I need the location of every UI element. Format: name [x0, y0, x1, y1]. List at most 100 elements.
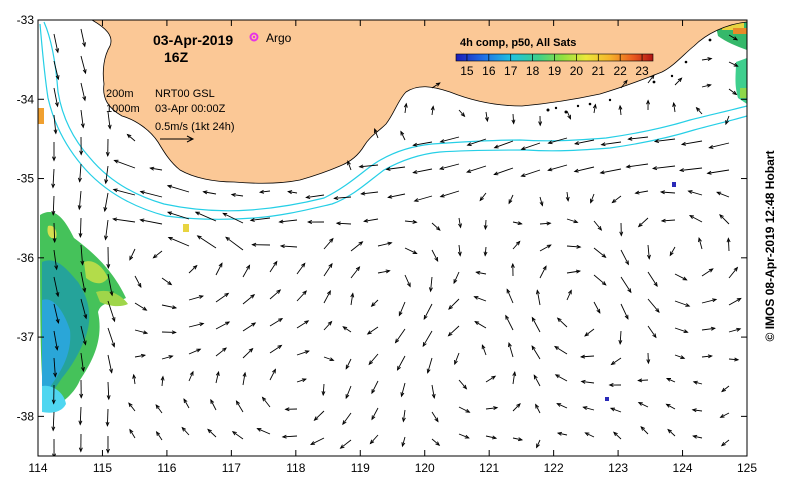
current-arrow — [385, 166, 406, 171]
current-arrow — [512, 240, 521, 250]
current-arrow — [207, 428, 217, 438]
current-arrow — [134, 353, 147, 358]
current-arrow — [210, 398, 217, 411]
current-arrow — [284, 407, 298, 412]
vector-scale-arrow — [160, 135, 195, 143]
current-arrow — [565, 191, 570, 202]
current-arrow — [475, 270, 487, 275]
y-tick-label: -35 — [17, 172, 35, 186]
source-label: NRT00 GSL — [155, 88, 215, 100]
current-arrow — [371, 380, 379, 395]
current-arrow — [347, 160, 352, 171]
current-arrow — [547, 137, 568, 145]
current-arrow — [637, 378, 649, 383]
current-arrow — [401, 409, 406, 423]
x-tick-label: 118 — [286, 461, 305, 475]
current-arrow — [78, 406, 83, 426]
current-arrow — [647, 298, 660, 313]
current-arrow — [256, 428, 271, 435]
current-arrow — [323, 356, 335, 362]
current-arrow — [404, 247, 418, 255]
current-arrow — [183, 398, 190, 409]
current-arrow — [674, 300, 691, 307]
current-arrow — [269, 368, 276, 381]
current-arrow — [701, 354, 713, 359]
current-arrow — [363, 218, 379, 223]
current-arrow — [350, 266, 361, 279]
current-arrow — [160, 375, 165, 387]
y-tick-label: -36 — [17, 251, 35, 265]
current-arrow — [447, 325, 460, 337]
current-arrow — [539, 221, 552, 226]
current-arrow — [720, 439, 730, 447]
current-arrow — [574, 139, 595, 146]
current-arrow — [106, 246, 111, 270]
x-tick-label: 114 — [28, 461, 47, 475]
current-arrow — [508, 342, 514, 358]
current-arrow — [155, 404, 163, 414]
current-arrow — [412, 141, 433, 147]
current-arrow — [627, 136, 649, 141]
current-arrow — [691, 408, 703, 413]
colorbar-tick-label: 15 — [460, 64, 474, 78]
isobath-200m-label: 200m — [106, 88, 134, 100]
current-arrow — [106, 435, 110, 454]
colorbar-tick-label: 18 — [526, 64, 540, 78]
current-arrow — [310, 437, 325, 445]
current-arrow — [371, 407, 379, 421]
current-arrow — [413, 195, 433, 202]
current-arrow — [634, 190, 649, 195]
current-arrow — [653, 138, 676, 143]
current-arrow — [554, 345, 568, 355]
current-arrow — [323, 237, 334, 250]
x-axis: 114 115 116 117 118 119 120 121 122 123 124 125 — [28, 20, 757, 475]
current-arrow — [458, 379, 468, 390]
current-arrow — [508, 194, 514, 205]
current-arrow — [566, 218, 579, 224]
current-arrow — [593, 247, 607, 259]
current-arrow — [53, 87, 59, 108]
current-arrow — [350, 292, 355, 306]
current-arrow — [706, 169, 730, 175]
current-arrow — [251, 242, 271, 247]
current-arrow — [400, 382, 406, 398]
current-arrow — [281, 434, 298, 439]
current-arrow — [584, 328, 595, 337]
current-arrow — [701, 326, 716, 331]
y-tick-label: -37 — [17, 330, 35, 344]
current-arrow — [374, 127, 379, 139]
current-arrow — [431, 249, 439, 263]
current-arrow — [556, 431, 568, 436]
current-arrow — [149, 166, 163, 171]
current-arrow — [112, 188, 136, 196]
current-arrow — [667, 428, 676, 437]
current-arrow — [53, 276, 60, 298]
current-arrow — [215, 347, 227, 357]
isobath-contours — [39, 21, 747, 220]
current-arrow — [161, 330, 177, 335]
current-arrow — [687, 190, 703, 196]
current-arrow — [618, 330, 623, 345]
current-arrow — [674, 77, 683, 86]
current-arrow — [269, 344, 283, 354]
current-arrow — [439, 136, 460, 143]
current-arrow — [458, 109, 466, 118]
current-arrow — [647, 74, 655, 84]
current-arrow — [726, 237, 731, 252]
current-arrow — [659, 190, 676, 195]
current-arrow — [680, 140, 703, 146]
current-arrow — [505, 314, 514, 331]
current-arrow — [181, 426, 190, 436]
current-arrow — [242, 264, 251, 278]
current-arrow — [52, 438, 57, 456]
current-arrow — [640, 426, 649, 435]
current-arrow — [107, 327, 116, 348]
current-arrow — [400, 130, 406, 141]
current-arrow — [701, 83, 712, 88]
current-arrow — [104, 219, 109, 241]
current-arrow — [166, 184, 190, 193]
current-arrow — [647, 271, 658, 288]
current-arrow — [258, 189, 271, 194]
current-arrow — [674, 273, 688, 281]
current-arrow — [665, 377, 676, 383]
